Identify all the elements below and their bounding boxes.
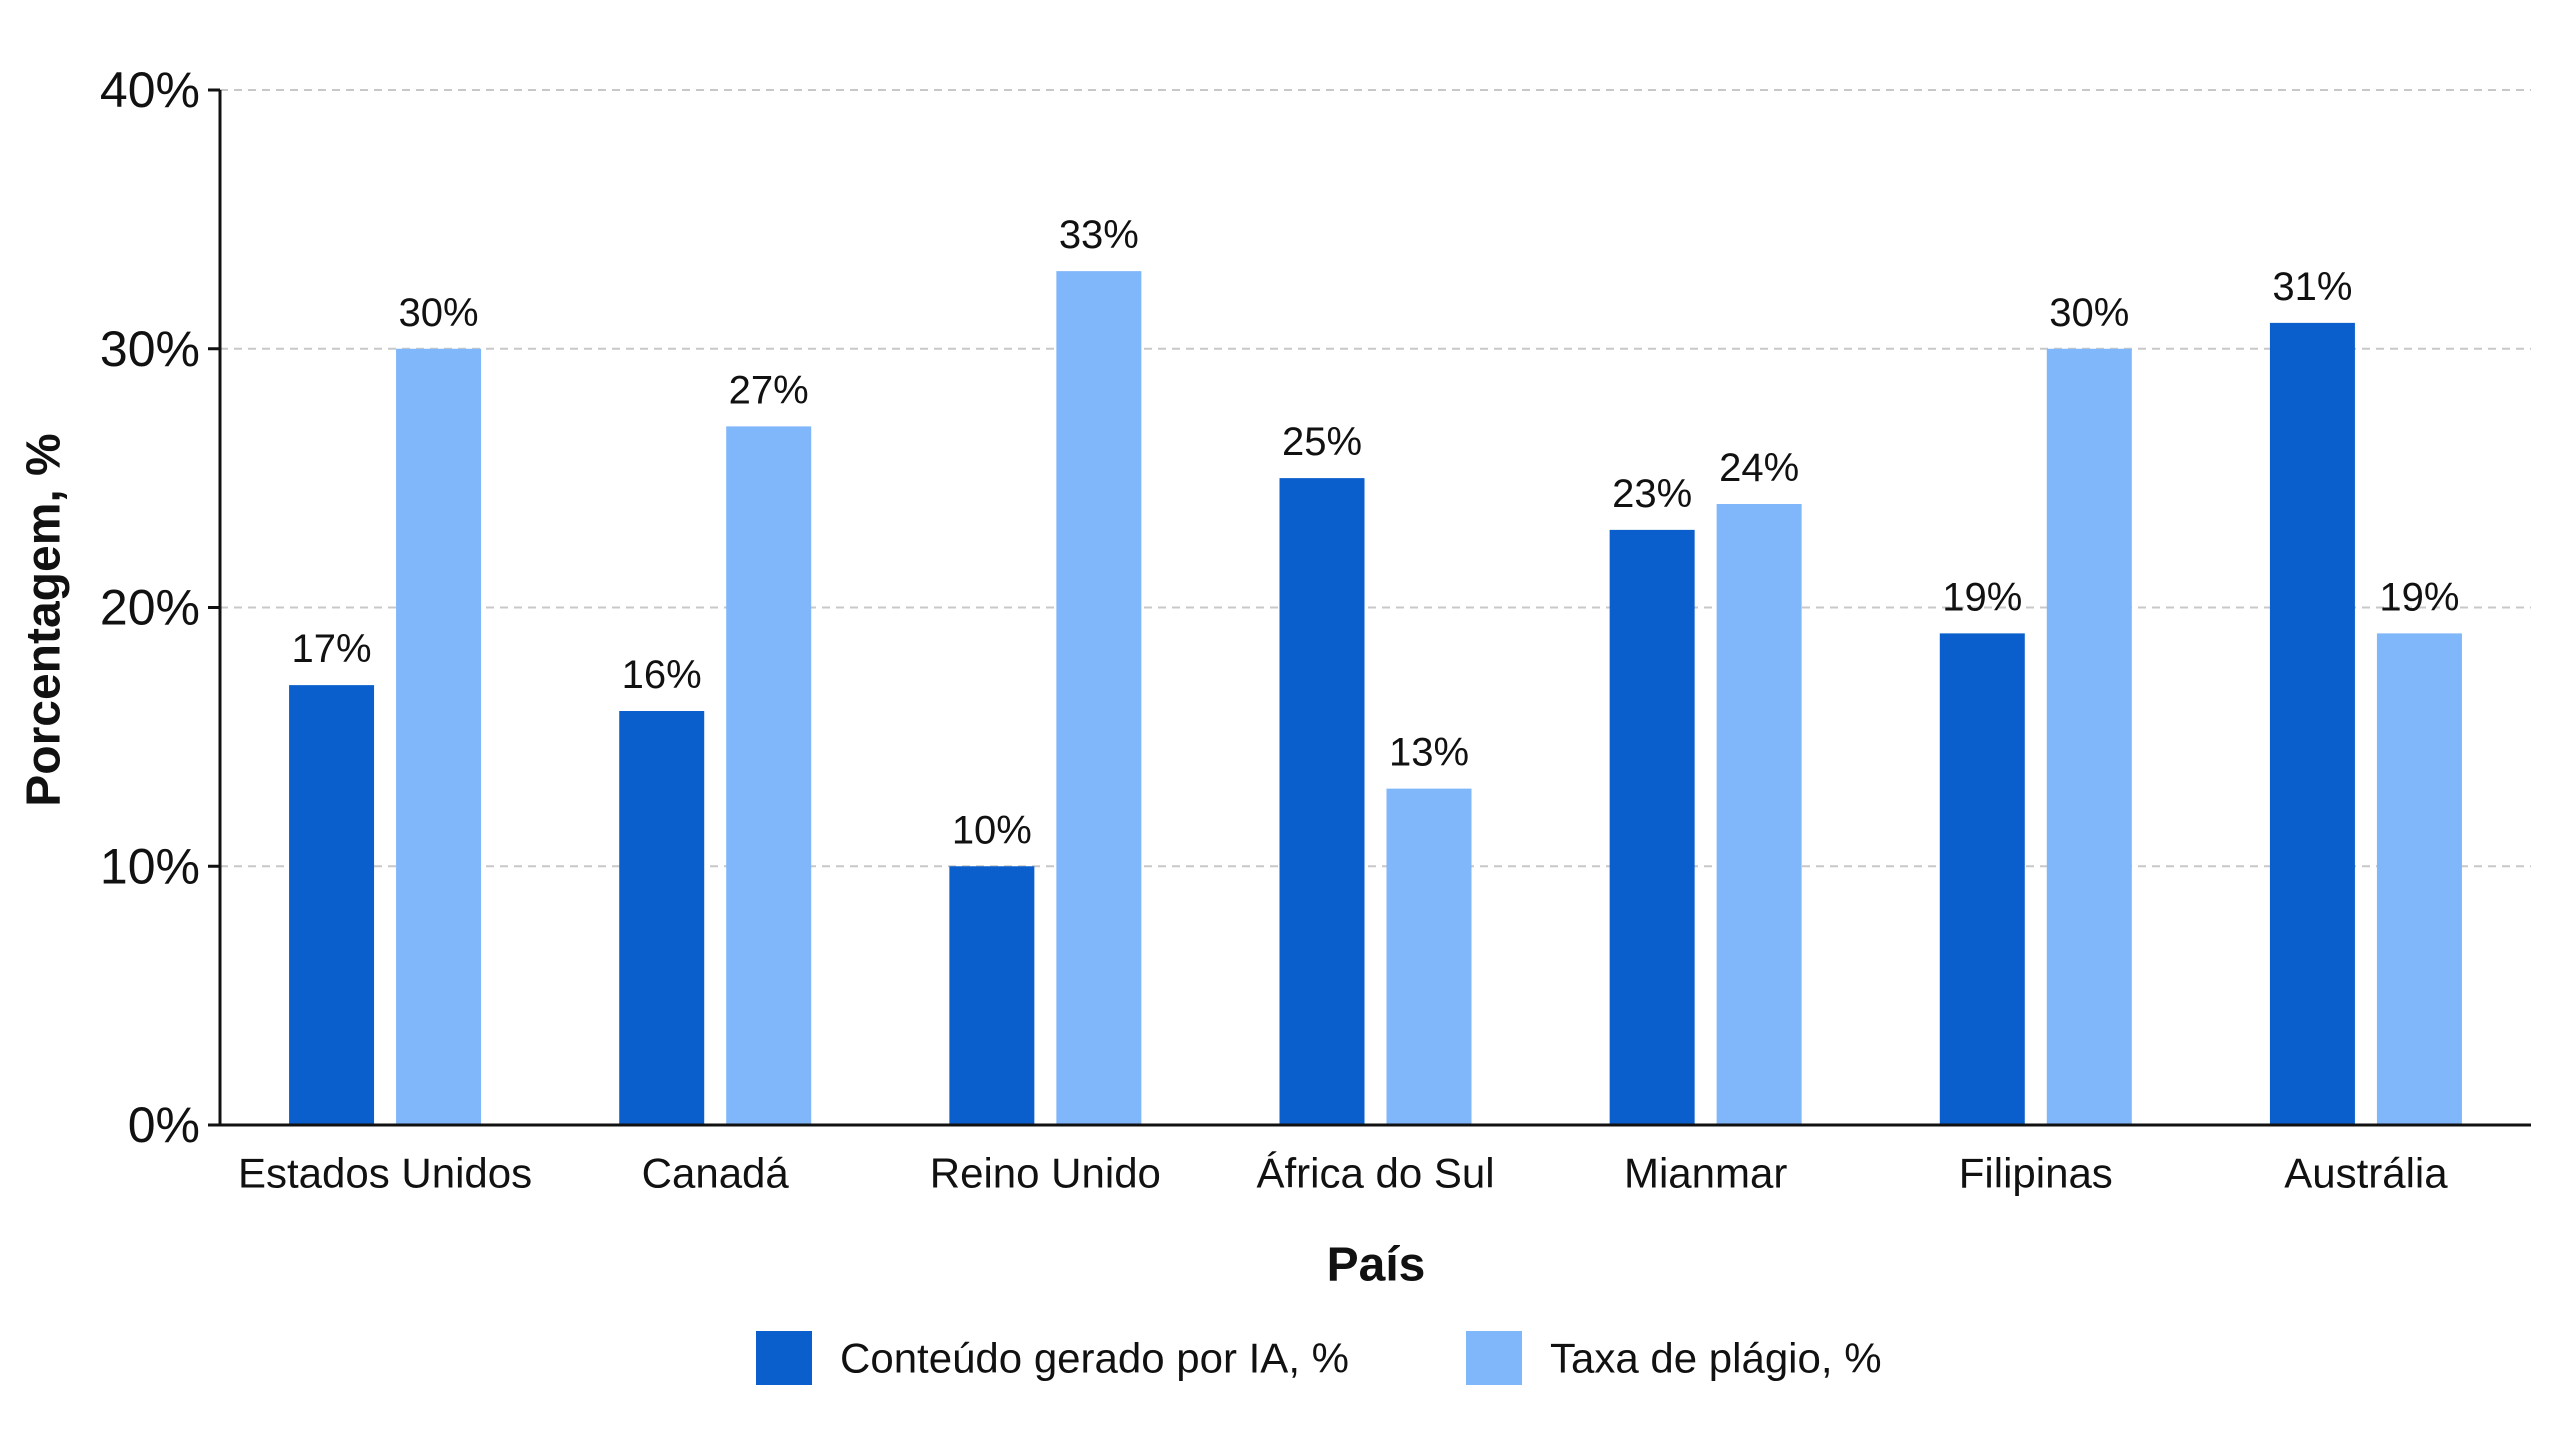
bar [2269,322,2355,1125]
bar [396,348,482,1125]
value-label: 31% [2272,265,2352,309]
bar [289,685,375,1125]
y-tick-label: 0% [128,1097,200,1153]
value-label: 19% [2379,575,2459,619]
x-tick-label: Austrália [2284,1150,2448,1197]
value-label: 17% [292,627,372,671]
value-label: 24% [1719,446,1799,490]
value-label: 19% [1942,575,2022,619]
y-tick-label: 30% [100,321,200,377]
legend-label: Conteúdo gerado por IA, % [840,1335,1349,1382]
bar [2046,348,2132,1125]
x-tick-label: Mianmar [1624,1150,1787,1197]
bar [1386,788,1472,1125]
bar [619,711,705,1125]
value-label: 16% [622,653,702,697]
x-axis-title: País [1327,1239,1426,1292]
value-label: 23% [1612,472,1692,516]
x-tick-label: Estados Unidos [238,1150,532,1197]
bar [1939,633,2025,1125]
bar [1279,478,1365,1125]
value-label: 30% [2049,291,2129,335]
value-label: 27% [729,368,809,412]
legend-swatch [756,1331,812,1385]
y-tick-label: 10% [100,838,200,894]
bar [2376,633,2462,1125]
x-tick-label: Filipinas [1959,1150,2113,1197]
bar [1609,529,1695,1125]
y-tick-label: 40% [100,62,200,118]
value-label: 25% [1282,420,1362,464]
bar [949,866,1035,1125]
legend-label: Taxa de plágio, % [1550,1335,1882,1382]
x-tick-label: Canadá [642,1150,790,1197]
x-tick-label: África do Sul [1256,1150,1494,1197]
bar [1716,504,1802,1125]
value-label: 33% [1059,213,1139,257]
value-label: 13% [1389,731,1469,775]
value-label: 30% [399,291,479,335]
y-axis-title: Porcentagem, % [18,433,71,806]
bar [1056,271,1142,1125]
legend-swatch [1466,1331,1522,1385]
x-tick-label: Reino Unido [930,1150,1161,1197]
bar [726,426,812,1125]
value-label: 10% [952,808,1032,852]
y-tick-label: 20% [100,580,200,636]
